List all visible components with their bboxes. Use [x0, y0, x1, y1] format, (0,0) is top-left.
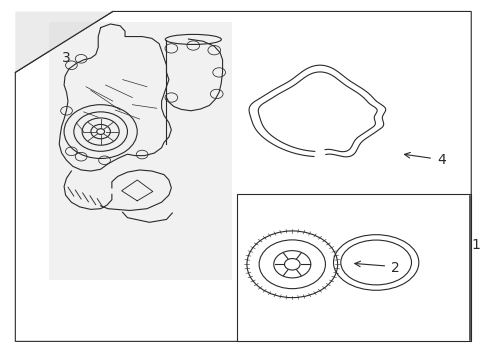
- Text: 1: 1: [471, 238, 480, 252]
- Bar: [237, 194, 470, 341]
- Bar: [49, 22, 232, 280]
- Text: 2: 2: [390, 261, 399, 275]
- Text: 4: 4: [436, 153, 445, 167]
- Polygon shape: [15, 12, 113, 72]
- Text: 3: 3: [62, 51, 71, 65]
